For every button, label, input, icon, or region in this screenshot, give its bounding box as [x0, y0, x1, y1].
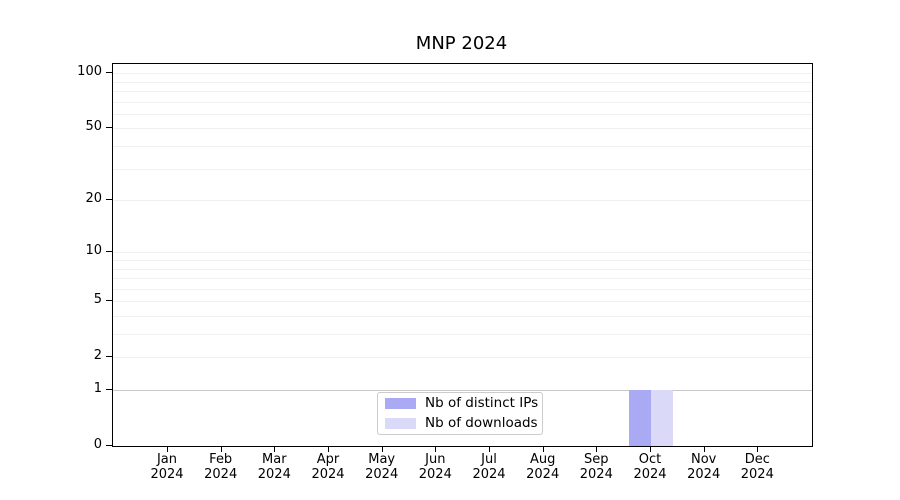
xtick-month: Aug [529, 452, 556, 467]
ytick-mark-10 [106, 251, 112, 253]
xtick-year: 2024 [526, 467, 560, 482]
gridline-4 [113, 315, 812, 317]
xtick-label-dec: Dec 2024 [722, 452, 792, 482]
gridline-90 [113, 81, 812, 83]
ytick-label-50: 50 [85, 119, 102, 135]
gridline-70 [113, 101, 812, 103]
gridline-8 [113, 268, 812, 270]
gridline-30 [113, 168, 812, 170]
xtick-label-oct: Oct 2024 [615, 452, 685, 482]
gridline-10 [113, 252, 812, 254]
xtick-month: Feb [209, 452, 233, 467]
ytick-mark-0 [106, 445, 112, 446]
gridline-3 [113, 334, 812, 335]
xtick-month: Oct [638, 452, 662, 467]
xtick-mark-jan [167, 446, 168, 452]
ytick-label-0: 0 [93, 437, 102, 452]
legend-label-distinct-ips: Nb of distinct IPs [425, 395, 539, 411]
xtick-mark-nov [703, 446, 705, 452]
legend-swatch-downloads-icon [385, 418, 416, 429]
gridline-major-1 [113, 390, 812, 391]
legend: Nb of distinct IPs Nb of downloads [377, 392, 543, 435]
gridline-7 [113, 278, 812, 279]
xtick-year: 2024 [633, 467, 667, 482]
xtick-month: Jun [425, 452, 446, 467]
xtick-label-feb: Feb 2024 [186, 452, 256, 482]
plot-area: Nb of distinct IPs Nb of downloads [112, 63, 813, 447]
gridline-100 [113, 73, 812, 75]
xtick-mark-sep [596, 446, 598, 452]
xtick-label-jun: Jun 2024 [400, 452, 470, 482]
xtick-mark-mar [274, 446, 276, 452]
xtick-mark-jun [435, 446, 437, 452]
legend-item-downloads: Nb of downloads [385, 415, 542, 432]
bar-oct-distinct-ips [629, 390, 651, 446]
xtick-mark-oct [650, 446, 651, 452]
xtick-label-may: May 2024 [347, 452, 417, 482]
xtick-mark-jul [489, 446, 490, 452]
xtick-mark-aug [542, 446, 544, 452]
gridline-2 [113, 357, 812, 359]
xtick-year: 2024 [740, 467, 774, 482]
legend-swatch-distinct-ips-icon [385, 398, 416, 409]
gridline-50 [113, 128, 812, 130]
xtick-year: 2024 [579, 467, 613, 482]
gridline-20 [113, 200, 812, 201]
chart-title: MNP 2024 [415, 33, 508, 54]
gridline-40 [113, 145, 812, 147]
xtick-year: 2024 [418, 467, 452, 482]
gridline-5 [113, 301, 812, 303]
xtick-month: Jan [156, 452, 178, 467]
xtick-year: 2024 [687, 467, 721, 482]
ytick-label-100: 100 [77, 64, 102, 80]
xtick-label-jul: Jul 2024 [454, 452, 524, 482]
ytick-label-2: 2 [93, 348, 102, 364]
gridline-80 [113, 90, 812, 92]
gridline-6 [113, 288, 812, 290]
xtick-year: 2024 [472, 467, 506, 482]
xtick-month: Sep [584, 452, 609, 467]
xtick-month: Apr [316, 452, 340, 467]
xtick-year: 2024 [204, 467, 238, 482]
ytick-label-10: 10 [85, 243, 102, 259]
ytick-mark-2 [106, 356, 112, 358]
xtick-label-apr: Apr 2024 [293, 452, 363, 482]
xtick-year: 2024 [150, 467, 184, 482]
gridline-9 [113, 259, 812, 261]
xtick-month: Dec [744, 452, 770, 467]
xtick-label-aug: Aug 2024 [508, 452, 578, 482]
ytick-mark-20 [106, 199, 112, 200]
xtick-mark-apr [328, 446, 329, 452]
xtick-month: Nov [691, 452, 717, 467]
ytick-mark-5 [106, 300, 112, 302]
xtick-month: Jul [481, 452, 497, 467]
ytick-label-5: 5 [93, 292, 102, 308]
xtick-label-nov: Nov 2024 [669, 452, 739, 482]
ytick-mark-50 [106, 127, 112, 129]
xtick-month: May [368, 452, 396, 467]
xtick-label-jan: Jan 2024 [132, 452, 202, 482]
ytick-label-1: 1 [93, 381, 102, 396]
xtick-year: 2024 [311, 467, 345, 482]
ytick-mark-1 [106, 389, 112, 390]
ytick-mark-100 [106, 72, 112, 74]
xtick-year: 2024 [365, 467, 399, 482]
gridline-60 [113, 113, 812, 115]
xtick-year: 2024 [257, 467, 291, 482]
xtick-label-sep: Sep 2024 [561, 452, 631, 482]
legend-item-distinct-ips: Nb of distinct IPs [385, 395, 542, 412]
xtick-mark-dec [757, 446, 759, 452]
ytick-label-20: 20 [85, 191, 102, 206]
xtick-mark-feb [220, 446, 222, 452]
bar-oct-downloads [651, 390, 673, 446]
legend-label-downloads: Nb of downloads [425, 415, 538, 431]
xtick-month: Mar [262, 452, 287, 467]
xtick-mark-may [381, 446, 383, 452]
xtick-label-mar: Mar 2024 [239, 452, 309, 482]
